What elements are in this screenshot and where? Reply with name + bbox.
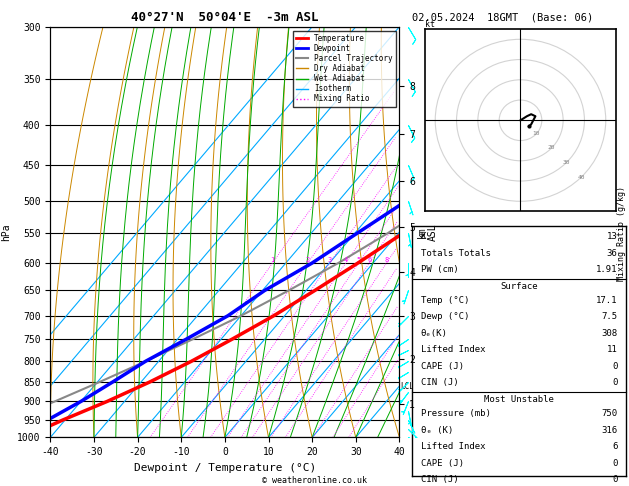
Text: 02.05.2024  18GMT  (Base: 06): 02.05.2024 18GMT (Base: 06) [412,12,593,22]
Text: 20: 20 [547,145,555,151]
Text: Dewp (°C): Dewp (°C) [421,312,469,321]
Text: Mixing Ratio (g/kg): Mixing Ratio (g/kg) [618,186,626,281]
Text: Lifted Index: Lifted Index [421,346,485,354]
Title: 40°27'N  50°04'E  -3m ASL: 40°27'N 50°04'E -3m ASL [131,11,319,24]
Text: 750: 750 [601,409,617,418]
Text: CAPE (J): CAPE (J) [421,362,464,371]
Y-axis label: km
ASL: km ASL [416,223,438,241]
Text: 0: 0 [612,459,617,468]
Text: Most Unstable: Most Unstable [484,395,554,404]
Text: Totals Totals: Totals Totals [421,249,491,258]
Text: K: K [421,232,426,241]
Text: 0: 0 [612,475,617,484]
Text: 0: 0 [612,362,617,371]
Text: 30: 30 [563,160,571,165]
Text: 6: 6 [367,257,371,263]
Y-axis label: hPa: hPa [1,223,11,241]
Text: 4: 4 [343,257,348,263]
Text: 8: 8 [384,257,389,263]
Text: θₑ (K): θₑ (K) [421,426,453,434]
Text: Surface: Surface [500,282,538,291]
Text: © weatheronline.co.uk: © weatheronline.co.uk [262,476,367,485]
Text: 308: 308 [601,329,617,338]
Text: Pressure (mb): Pressure (mb) [421,409,491,418]
X-axis label: Dewpoint / Temperature (°C): Dewpoint / Temperature (°C) [134,463,316,473]
Text: 13: 13 [606,232,617,241]
Text: 5: 5 [357,257,360,263]
Text: LCL: LCL [400,382,414,391]
Text: kt: kt [425,20,435,29]
Text: θₑ(K): θₑ(K) [421,329,447,338]
Legend: Temperature, Dewpoint, Parcel Trajectory, Dry Adiabat, Wet Adiabat, Isotherm, Mi: Temperature, Dewpoint, Parcel Trajectory… [293,31,396,106]
Text: 0: 0 [612,379,617,387]
Text: 7.5: 7.5 [601,312,617,321]
Text: CAPE (J): CAPE (J) [421,459,464,468]
Text: 6: 6 [612,442,617,451]
Text: Temp (°C): Temp (°C) [421,296,469,305]
Text: 316: 316 [601,426,617,434]
Text: CIN (J): CIN (J) [421,475,458,484]
Text: Lifted Index: Lifted Index [421,442,485,451]
Text: PW (cm): PW (cm) [421,265,458,274]
Text: 36: 36 [606,249,617,258]
Text: 3: 3 [328,257,331,263]
Text: 11: 11 [606,346,617,354]
Text: 40: 40 [578,174,586,180]
Text: 1: 1 [270,257,274,263]
Text: CIN (J): CIN (J) [421,379,458,387]
Text: 2: 2 [306,257,310,263]
Text: 1.91: 1.91 [596,265,617,274]
Text: 10: 10 [532,131,540,136]
Text: 17.1: 17.1 [596,296,617,305]
